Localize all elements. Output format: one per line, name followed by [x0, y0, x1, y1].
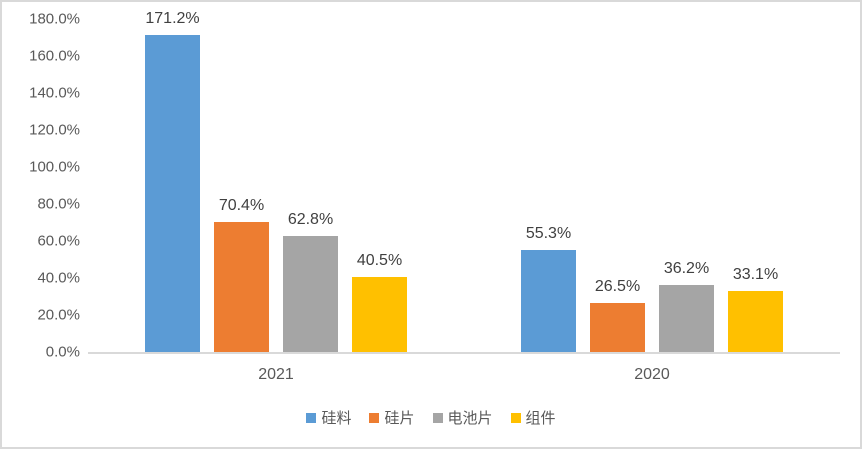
- y-axis-tick-label: 20.0%: [37, 306, 80, 324]
- legend-swatch-icon: [306, 412, 317, 423]
- legend-item-series4: 组件: [510, 407, 556, 428]
- bar-value-label: 33.1%: [732, 265, 779, 283]
- bar-value-label: 26.5%: [594, 277, 641, 295]
- bar-series2-2021: [214, 221, 269, 352]
- bar-series2-2020: [590, 302, 645, 352]
- y-axis-tick-label: 160.0%: [29, 47, 80, 65]
- bar-value-label: 40.5%: [356, 252, 403, 270]
- bar-series3-2021: [283, 235, 338, 352]
- legend-item-label: 电池片: [447, 410, 493, 427]
- legend-swatch-icon: [510, 412, 521, 423]
- bar-series4-2020: [728, 290, 783, 352]
- bar-value-label: 36.2%: [663, 260, 710, 278]
- y-axis-tick-label: 80.0%: [37, 195, 80, 213]
- legend-swatch-icon: [369, 412, 380, 423]
- bar-series1-2020: [521, 249, 576, 352]
- bar-series4-2021: [352, 277, 407, 352]
- legend-item-label: 硅片: [384, 410, 415, 427]
- bar-series1-2021: [145, 35, 200, 352]
- legend-swatch-icon: [432, 412, 443, 423]
- x-axis-category-label: 2021: [258, 366, 294, 383]
- y-axis-tick-label: 100.0%: [29, 158, 80, 176]
- x-axis-category-label: 2020: [634, 366, 670, 383]
- y-axis-tick-label: 120.0%: [29, 121, 80, 139]
- y-axis-tick-label: 40.0%: [37, 269, 80, 287]
- bar-value-label: 70.4%: [218, 196, 265, 214]
- legend-item-series1: 硅料: [306, 407, 351, 428]
- bar-series3-2020: [659, 285, 714, 352]
- legend-item-series3: 电池片: [432, 407, 493, 428]
- y-axis-tick-label: 180.0%: [29, 10, 80, 28]
- x-axis-line: [88, 352, 840, 354]
- y-axis-tick-label: 140.0%: [29, 84, 80, 102]
- legend-item-series2: 硅片: [369, 407, 415, 428]
- legend-item-label: 组件: [525, 410, 556, 427]
- legend: 硅料 硅片 电池片 组件: [0, 407, 862, 428]
- bar-value-label: 55.3%: [525, 224, 572, 242]
- y-axis-tick-label: 60.0%: [37, 232, 80, 250]
- bar-value-label: 62.8%: [287, 210, 334, 228]
- y-axis-tick-label: 0.0%: [45, 343, 80, 361]
- legend-item-label: 硅料: [321, 410, 352, 427]
- bar-value-label: 171.2%: [145, 10, 200, 28]
